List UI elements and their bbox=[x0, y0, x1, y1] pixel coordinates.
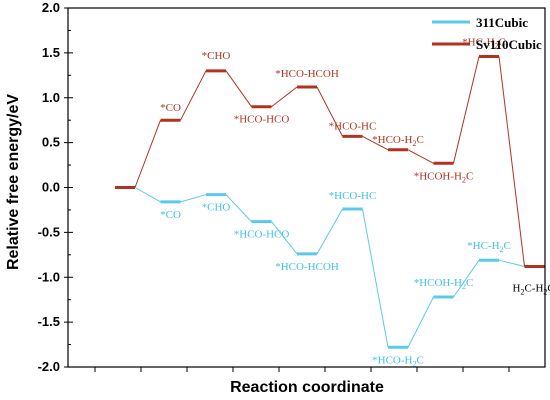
y-tick-label: 0.5 bbox=[42, 135, 60, 150]
y-tick-label: 1.0 bbox=[42, 90, 60, 105]
x-axis-title: Reaction coordinate bbox=[230, 379, 384, 396]
plot-frame bbox=[67, 7, 546, 368]
connector bbox=[407, 149, 434, 164]
connector bbox=[362, 135, 389, 151]
y-ticks: 2.0 1.5 1.0 0.5 0.0 -0.5 -1.0 -1.5 -2.0 bbox=[38, 0, 73, 374]
y-tick-label: 2.0 bbox=[42, 0, 60, 15]
y-axis-title: Relative free energy/eV bbox=[5, 94, 22, 270]
final-state-label: H2C-H2C(g) bbox=[513, 282, 550, 296]
connector bbox=[362, 208, 389, 348]
data-label: *HCO-HCO bbox=[234, 114, 290, 126]
connector bbox=[316, 86, 343, 137]
connector bbox=[225, 194, 252, 222]
connector bbox=[134, 120, 161, 188]
connector bbox=[271, 221, 298, 255]
data-label: *HCO-HC bbox=[329, 190, 377, 202]
y-tick-label: 1.5 bbox=[42, 45, 60, 60]
data-label: *HCO-HC bbox=[329, 120, 377, 132]
series-layer bbox=[115, 54, 545, 349]
legend-label: Sv110Cubic bbox=[476, 37, 542, 52]
data-label: *HCOH-H2C bbox=[414, 277, 474, 291]
data-label: *HCO-HCOH bbox=[275, 261, 339, 273]
data-label: *CHO bbox=[202, 202, 231, 214]
connector bbox=[498, 259, 525, 267]
data-labels: *CO *CHO *HCO-HCO *HCO-HCOH *HCO-HC *HCO-H2C *… bbox=[160, 36, 550, 368]
series-Sv110Cubic bbox=[115, 54, 545, 268]
data-label: *HC-H2C bbox=[467, 240, 511, 254]
connector bbox=[498, 56, 525, 267]
connector bbox=[453, 259, 480, 298]
connector bbox=[180, 70, 207, 121]
connector bbox=[271, 86, 298, 108]
connector bbox=[316, 208, 343, 255]
y-tick-label: -1.5 bbox=[38, 314, 60, 329]
data-label: *CHO bbox=[202, 50, 231, 62]
data-label: *CO bbox=[160, 209, 181, 221]
data-label: *HC-H2C bbox=[462, 36, 506, 50]
connector bbox=[180, 194, 207, 203]
data-label: *CO bbox=[160, 102, 181, 114]
data-label: *HCOH-H2C bbox=[414, 170, 474, 184]
y-tick-label: -1.0 bbox=[38, 269, 60, 284]
data-label: *HCO-HCO bbox=[234, 229, 290, 241]
connector bbox=[407, 296, 434, 348]
connector bbox=[225, 70, 252, 108]
data-label: *HCO-HCOH bbox=[275, 68, 339, 80]
y-tick-label: 0.0 bbox=[42, 180, 60, 195]
connector bbox=[453, 56, 480, 164]
y-tick-label: -2.0 bbox=[38, 359, 60, 374]
legend-label: 311Cubic bbox=[476, 15, 528, 30]
legend: 311Cubic Sv110Cubic bbox=[432, 15, 542, 52]
y-tick-label: -0.5 bbox=[38, 224, 60, 239]
data-label: *HCO-H2C bbox=[372, 354, 424, 368]
data-label: *HCO-H2C bbox=[372, 134, 424, 148]
connector bbox=[134, 187, 161, 203]
